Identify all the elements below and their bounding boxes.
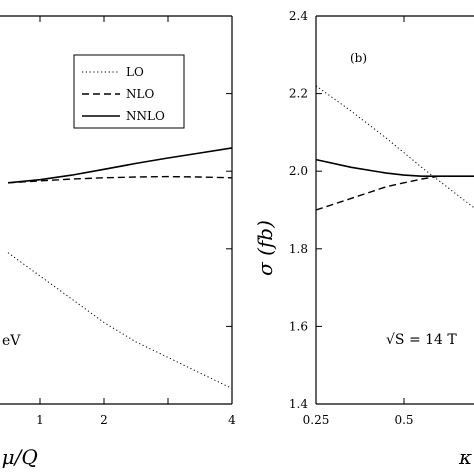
panel-a-x-tick-label: 2 [100,413,108,427]
panel-b-y-tick-label: 2.4 [289,9,308,23]
panel-b-annotation: √S = 14 T [386,332,457,348]
panel-b-label: (b) [350,51,367,65]
panel-b-y-axis-label: σ (fb) [253,220,277,276]
panel-a-x-ticks: 1 2 4 [36,16,236,427]
legend-label-nnlo: NNLO [126,109,165,123]
panel-a-y-ticks [226,15,232,405]
panel-a-x-tick-label: 1 [36,413,44,427]
panel-b-x-ticks: 0.25 0.5 [303,16,414,427]
panel-b-series-nlo [315,175,474,211]
legend: LO NLO NNLO [73,54,185,129]
panel-a: 1 2 4 eV k = μ/Q LO NLO NNLO [0,15,236,469]
panel-b-series [315,85,474,211]
panel-a-series-nnlo [7,147,233,184]
panel-b-x-tick-label: 0.25 [303,413,330,427]
panel-b-x-tick-label: 0.5 [394,413,413,427]
panel-b-y-tick-label: 2.0 [289,164,308,178]
panel-a-series-nlo [7,175,233,184]
panel-b-series-lo [315,85,474,209]
panel-b: 0.25 0.5 1.4 1.6 1.8 2.0 2.2 2.4 (b) √S = 14 T… [253,9,474,469]
panel-b-y-tick-label: 1.4 [289,397,308,411]
panel-b-y-tick-label: 2.2 [289,87,308,101]
panel-b-y-tick-label: 1.6 [289,319,308,333]
panel-a-x-tick-label: 4 [228,413,236,427]
panel-a-x-axis-label: k = μ/Q [0,445,38,469]
panel-a-annotation: eV [2,333,21,349]
panel-a-series [7,147,233,389]
panel-b-y-tick-label: 1.8 [289,242,308,256]
panel-b-x-axis-label: κ [458,445,472,469]
panel-b-series-nnlo [315,158,474,177]
legend-label-lo: LO [126,65,144,79]
panel-b-y-ticks: 1.4 1.6 1.8 2.0 2.2 2.4 [289,9,322,411]
legend-label-nlo: NLO [126,87,154,101]
panel-a-series-lo [7,252,233,389]
